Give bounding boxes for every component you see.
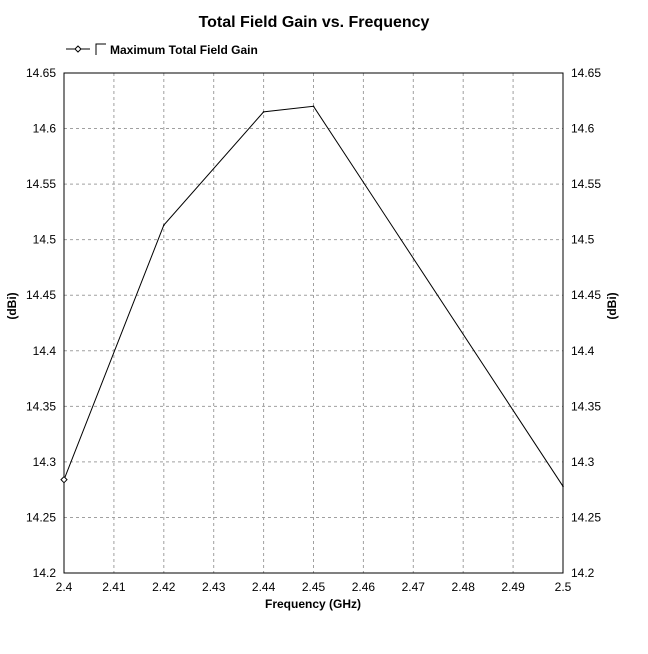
x-axis-title: Frequency (GHz): [265, 597, 361, 611]
x-tick-label: 2.42: [152, 580, 176, 594]
grid: [64, 73, 563, 573]
y-axis-title-right: (dBi): [605, 292, 619, 319]
data-point: [163, 224, 165, 227]
y-tick-label-right: 14.3: [571, 455, 595, 469]
y-tick-label-left: 14.6: [33, 122, 57, 136]
x-tick-label: 2.47: [402, 580, 426, 594]
data-point-marker: [60, 475, 68, 484]
legend-diamond-marker: [74, 45, 82, 53]
y-tick-label-right: 14.35: [571, 399, 601, 413]
y-tick-label-right: 14.2: [571, 566, 595, 580]
y-tick-label-left: 14.3: [33, 455, 57, 469]
data-point: [562, 485, 564, 488]
x-tick-label: 2.43: [202, 580, 226, 594]
y-tick-label-left: 14.2: [33, 566, 57, 580]
data-point: [262, 111, 265, 113]
y-tick-label-left: 14.25: [26, 510, 56, 524]
y-tick-label-left: 14.4: [33, 344, 57, 358]
y-tick-label-right: 14.45: [571, 288, 601, 302]
x-tick-label: 2.49: [501, 580, 525, 594]
y-tick-label-left: 14.5: [33, 233, 57, 247]
y-tick-label-right: 14.4: [571, 344, 595, 358]
y-tick-label-left: 14.45: [26, 288, 56, 302]
y-tick-label-right: 14.55: [571, 177, 601, 191]
x-tick-label: 2.45: [302, 580, 326, 594]
y-tick-label-left: 14.35: [26, 399, 56, 413]
legend-label: Maximum Total Field Gain: [110, 43, 258, 57]
chart-title: Total Field Gain vs. Frequency: [199, 14, 430, 31]
legend-checkbox-icon: [95, 43, 106, 55]
y-tick-label-left: 14.55: [26, 177, 56, 191]
series: [60, 105, 564, 488]
legend: Maximum Total Field Gain: [66, 43, 258, 57]
plot-frame: [63, 72, 564, 574]
x-tick-label: 2.48: [452, 580, 476, 594]
y-tick-label-left: 14.65: [26, 66, 56, 80]
y-tick-label-right: 14.65: [571, 66, 601, 80]
y-tick-label-right: 14.5: [571, 233, 595, 247]
axis-ticks: 2.4 2.41 2.42 2.43 2.44 2.45 2.46 2.47 2.48 2.49 2…: [26, 66, 601, 594]
x-tick-label: 2.44: [252, 580, 276, 594]
y-axis-title-left: (dBi): [5, 292, 19, 319]
x-tick-label: 2.4: [56, 580, 73, 594]
x-tick-label: 2.46: [352, 580, 376, 594]
y-tick-label-right: 14.25: [571, 510, 601, 524]
x-tick-label: 2.41: [102, 580, 126, 594]
x-tick-label: 2.5: [555, 580, 572, 594]
data-point: [312, 105, 315, 108]
y-tick-label-right: 14.6: [571, 122, 595, 136]
